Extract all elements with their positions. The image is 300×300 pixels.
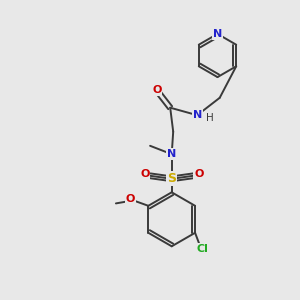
Text: Cl: Cl bbox=[197, 244, 208, 254]
Text: O: O bbox=[140, 169, 149, 179]
Text: S: S bbox=[167, 172, 176, 185]
Text: H: H bbox=[206, 112, 214, 123]
Text: N: N bbox=[193, 110, 202, 120]
Text: O: O bbox=[152, 85, 161, 95]
Text: N: N bbox=[213, 29, 222, 39]
Text: N: N bbox=[167, 149, 176, 159]
Text: O: O bbox=[126, 194, 135, 204]
Text: O: O bbox=[194, 169, 203, 179]
